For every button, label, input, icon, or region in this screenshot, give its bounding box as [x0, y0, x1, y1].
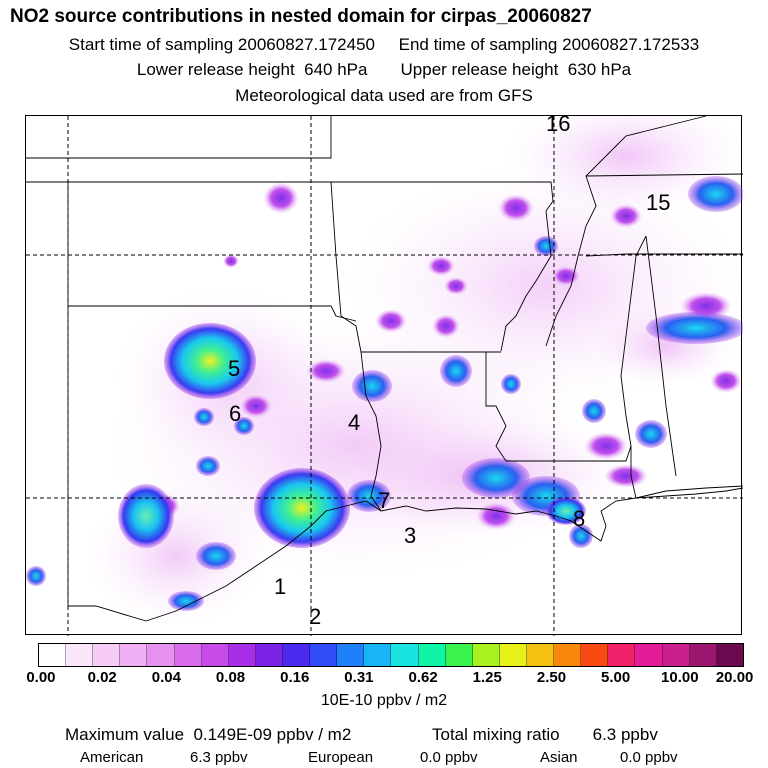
colorbar-tick-label: 0.62 [408, 669, 438, 686]
colorbar-swatch [526, 644, 555, 666]
colorbar-tick-label: 2.50 [536, 669, 567, 686]
colorbar-tick-label: 1.25 [472, 669, 502, 686]
colorbar-swatch [445, 644, 473, 666]
colorbar-swatch [201, 644, 229, 666]
map-label-3: 3 [404, 523, 416, 548]
sampling-end: End time of sampling 20060827.172533 [398, 35, 700, 54]
colorbar-swatch [337, 644, 365, 666]
american-value: 6.3 ppbv [190, 749, 248, 766]
release-height-line: Lower release height 640 hPa Upper relea… [0, 60, 768, 80]
colorbar-units: 10E-10 ppbv / m2 [320, 692, 448, 709]
colorbar-swatch [39, 644, 67, 666]
american-label: American [80, 749, 144, 766]
map-label-5: 5 [228, 356, 240, 381]
total-mixing-ratio-label: Total mixing ratio [432, 725, 560, 744]
colorbar-swatch [310, 644, 338, 666]
concentration-map: 1 2 3 4 5 6 7 8 15 16 [25, 96, 746, 636]
map-label-1: 1 [274, 574, 286, 599]
colorbar-swatch [364, 644, 392, 666]
colorbar-tick-label: 0.16 [280, 669, 310, 686]
colorbar-swatch [282, 644, 311, 666]
asian-label: Asian [540, 749, 578, 766]
european-value: 0.0 ppbv [420, 749, 478, 766]
maximum-value: Maximum value 0.149E-09 ppbv / m2 [65, 725, 352, 744]
colorbar-swatch [608, 644, 636, 666]
state-borders [26, 115, 744, 622]
map-label-6: 6 [229, 401, 241, 426]
asian-value: 0.0 ppbv [620, 749, 678, 766]
map-label-4: 4 [348, 410, 360, 435]
colorbar-tick-label: 5.00 [601, 669, 631, 686]
colorbar-swatch [66, 644, 94, 666]
plume-layer [26, 96, 746, 626]
colorbar-swatch [174, 644, 202, 666]
colorbar-swatch [554, 644, 582, 666]
upper-release-height: Upper release height 630 hPa [400, 60, 632, 79]
european-label: European [308, 749, 374, 766]
colorbar-tick-label: 20.00 [715, 669, 754, 686]
map-number-labels: 1 2 3 4 5 6 7 8 15 16 [228, 111, 670, 629]
map-label-7: 7 [378, 488, 390, 513]
colorbar-swatch [255, 644, 283, 666]
lower-release-height: Lower release height 640 hPa [136, 60, 368, 79]
map-label-15: 15 [646, 190, 670, 215]
colorbar-swatch [499, 644, 527, 666]
colorbar-swatch [391, 644, 419, 666]
total-mixing-ratio: Total mixing ratio 6.3 ppbv [432, 725, 658, 745]
colorbar-swatch [93, 644, 121, 666]
map-label-8: 8 [573, 506, 585, 531]
map-label-2: 2 [309, 604, 321, 629]
colorbar-swatch [418, 644, 446, 666]
colorbar-swatch [662, 644, 690, 666]
total-mixing-ratio-value: 6.3 ppbv [592, 725, 658, 744]
map-label-16: 16 [546, 116, 570, 136]
colorbar-tick-label: 0.31 [344, 669, 374, 686]
colorbar-swatch [716, 644, 743, 666]
sampling-time-line: Start time of sampling 20060827.172450 E… [0, 35, 768, 55]
colorbar-swatch [689, 644, 717, 666]
colorbar-swatch [635, 644, 663, 666]
colorbar-tick-label: 0.02 [87, 669, 117, 686]
sampling-start: Start time of sampling 20060827.172450 [68, 35, 376, 54]
colorbar-swatch [472, 644, 500, 666]
colorbar-tick-label: 0.04 [151, 669, 181, 686]
colorbar-swatch [120, 644, 148, 666]
colorbar-swatch [228, 644, 256, 666]
met-data-note: Meteorological data used are from GFS [235, 86, 533, 105]
colorbar-swatch [581, 644, 609, 666]
colorbar-tick-label: 0.00 [26, 669, 56, 686]
colorbar-tick-label: 10.00 [661, 669, 699, 686]
colorbar [38, 643, 744, 667]
chart-title: NO2 source contributions in nested domai… [10, 6, 592, 27]
colorbar-tick-label: 0.08 [215, 669, 246, 686]
colorbar-swatch [147, 644, 175, 666]
map-canvas: 1 2 3 4 5 6 7 8 15 16 [26, 96, 746, 636]
